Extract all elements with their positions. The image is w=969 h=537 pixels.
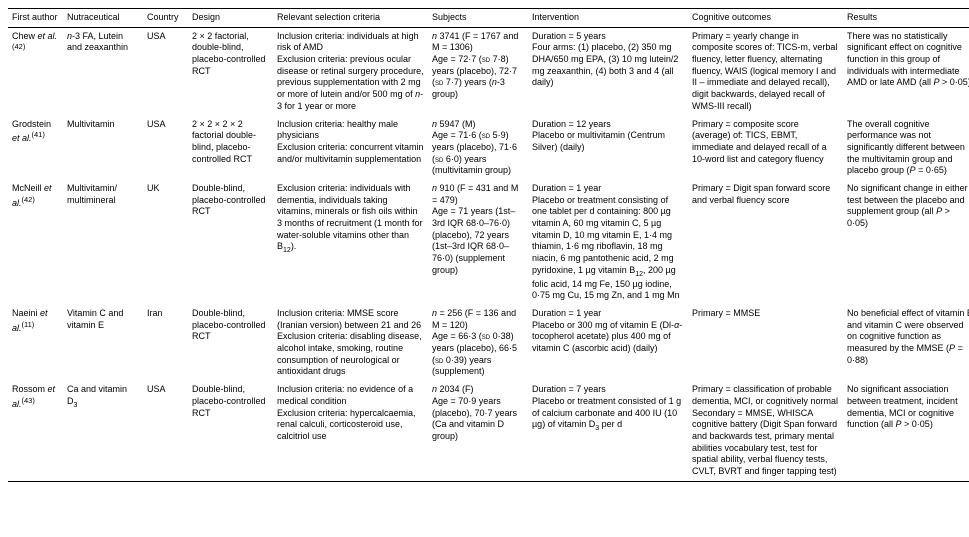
cell-outcomes: Primary = yearly change in composite sco… — [688, 27, 843, 115]
cell-design: 2 × 2 × 2 × 2 factorial double-blind, pl… — [188, 116, 273, 180]
cell-criteria: Inclusion criteria: healthy male physici… — [273, 116, 428, 180]
table-row: Grodstein et al.(41)MultivitaminUSA2 × 2… — [8, 116, 969, 180]
header-intervention: Intervention — [528, 9, 688, 28]
header-outcomes: Cognitive outcomes — [688, 9, 843, 28]
cell-author: Rossom et al.(43) — [8, 381, 63, 481]
cell-criteria: Exclusion criteria: individuals with dem… — [273, 180, 428, 305]
header-results: Results — [843, 9, 969, 28]
cell-intervention: Duration = 1 yearPlacebo or 300 mg of vi… — [528, 305, 688, 381]
cell-author: Grodstein et al.(41) — [8, 116, 63, 180]
cell-author: McNeill et al.(42) — [8, 180, 63, 305]
table-row: Rossom et al.(43)Ca and vitamin D3USADou… — [8, 381, 969, 481]
table-row: Chew et al.(42)n-3 FA, Lutein and zeaxan… — [8, 27, 969, 115]
cell-criteria: Inclusion criteria: MMSE score (Iranian … — [273, 305, 428, 381]
header-country: Country — [143, 9, 188, 28]
cell-subjects: n 5947 (M)Age = 71·6 (sd 5·9) years (pla… — [428, 116, 528, 180]
table-body: Chew et al.(42)n-3 FA, Lutein and zeaxan… — [8, 27, 969, 481]
cell-nutra: Ca and vitamin D3 — [63, 381, 143, 481]
header-row: First author Nutraceutical Country Desig… — [8, 9, 969, 28]
cell-nutra: n-3 FA, Lutein and zeaxanthin — [63, 27, 143, 115]
header-author: First author — [8, 9, 63, 28]
header-design: Design — [188, 9, 273, 28]
table-row: Naeini et al.(11)Vitamin C and vitamin E… — [8, 305, 969, 381]
study-table: First author Nutraceutical Country Desig… — [8, 8, 969, 482]
cell-nutra: Multivitamin/ multimineral — [63, 180, 143, 305]
cell-intervention: Duration = 5 yearsFour arms: (1) placebo… — [528, 27, 688, 115]
cell-author: Naeini et al.(11) — [8, 305, 63, 381]
cell-nutra: Vitamin C and vitamin E — [63, 305, 143, 381]
cell-subjects: n 3741 (F = 1767 and M = 1306)Age = 72·7… — [428, 27, 528, 115]
header-nutra: Nutraceutical — [63, 9, 143, 28]
cell-results: No beneficial effect of vitamin E and vi… — [843, 305, 969, 381]
cell-criteria: Inclusion criteria: individuals at high … — [273, 27, 428, 115]
cell-intervention: Duration = 7 yearsPlacebo or treatment c… — [528, 381, 688, 481]
cell-results: There was no statistically significant e… — [843, 27, 969, 115]
cell-outcomes: Primary = MMSE — [688, 305, 843, 381]
cell-author: Chew et al.(42) — [8, 27, 63, 115]
cell-country: USA — [143, 381, 188, 481]
cell-outcomes: Primary = composite score (average) of: … — [688, 116, 843, 180]
cell-country: UK — [143, 180, 188, 305]
cell-design: Double-blind, placebo-controlled RCT — [188, 180, 273, 305]
cell-design: 2 × 2 factorial, double-blind, placebo-c… — [188, 27, 273, 115]
cell-subjects: n 2034 (F)Age = 70·9 years (placebo), 70… — [428, 381, 528, 481]
cell-design: Double-blind, placebo-controlled RCT — [188, 381, 273, 481]
cell-results: The overall cognitive performance was no… — [843, 116, 969, 180]
cell-outcomes: Primary = Digit span forward score and v… — [688, 180, 843, 305]
cell-intervention: Duration = 1 yearPlacebo or treatment co… — [528, 180, 688, 305]
table-row: McNeill et al.(42)Multivitamin/ multimin… — [8, 180, 969, 305]
cell-subjects: n 910 (F = 431 and M = 479)Age = 71 year… — [428, 180, 528, 305]
cell-design: Double-blind, placebo-controlled RCT — [188, 305, 273, 381]
cell-country: Iran — [143, 305, 188, 381]
cell-country: USA — [143, 27, 188, 115]
cell-criteria: Inclusion criteria: no evidence of a med… — [273, 381, 428, 481]
cell-outcomes: Primary = classification of probable dem… — [688, 381, 843, 481]
cell-results: No significant change in either test bet… — [843, 180, 969, 305]
cell-nutra: Multivitamin — [63, 116, 143, 180]
cell-intervention: Duration = 12 yearsPlacebo or multivitam… — [528, 116, 688, 180]
cell-results: No significant association between treat… — [843, 381, 969, 481]
cell-subjects: n = 256 (F = 136 and M = 120)Age = 66·3 … — [428, 305, 528, 381]
header-subjects: Subjects — [428, 9, 528, 28]
header-criteria: Relevant selection criteria — [273, 9, 428, 28]
cell-country: USA — [143, 116, 188, 180]
